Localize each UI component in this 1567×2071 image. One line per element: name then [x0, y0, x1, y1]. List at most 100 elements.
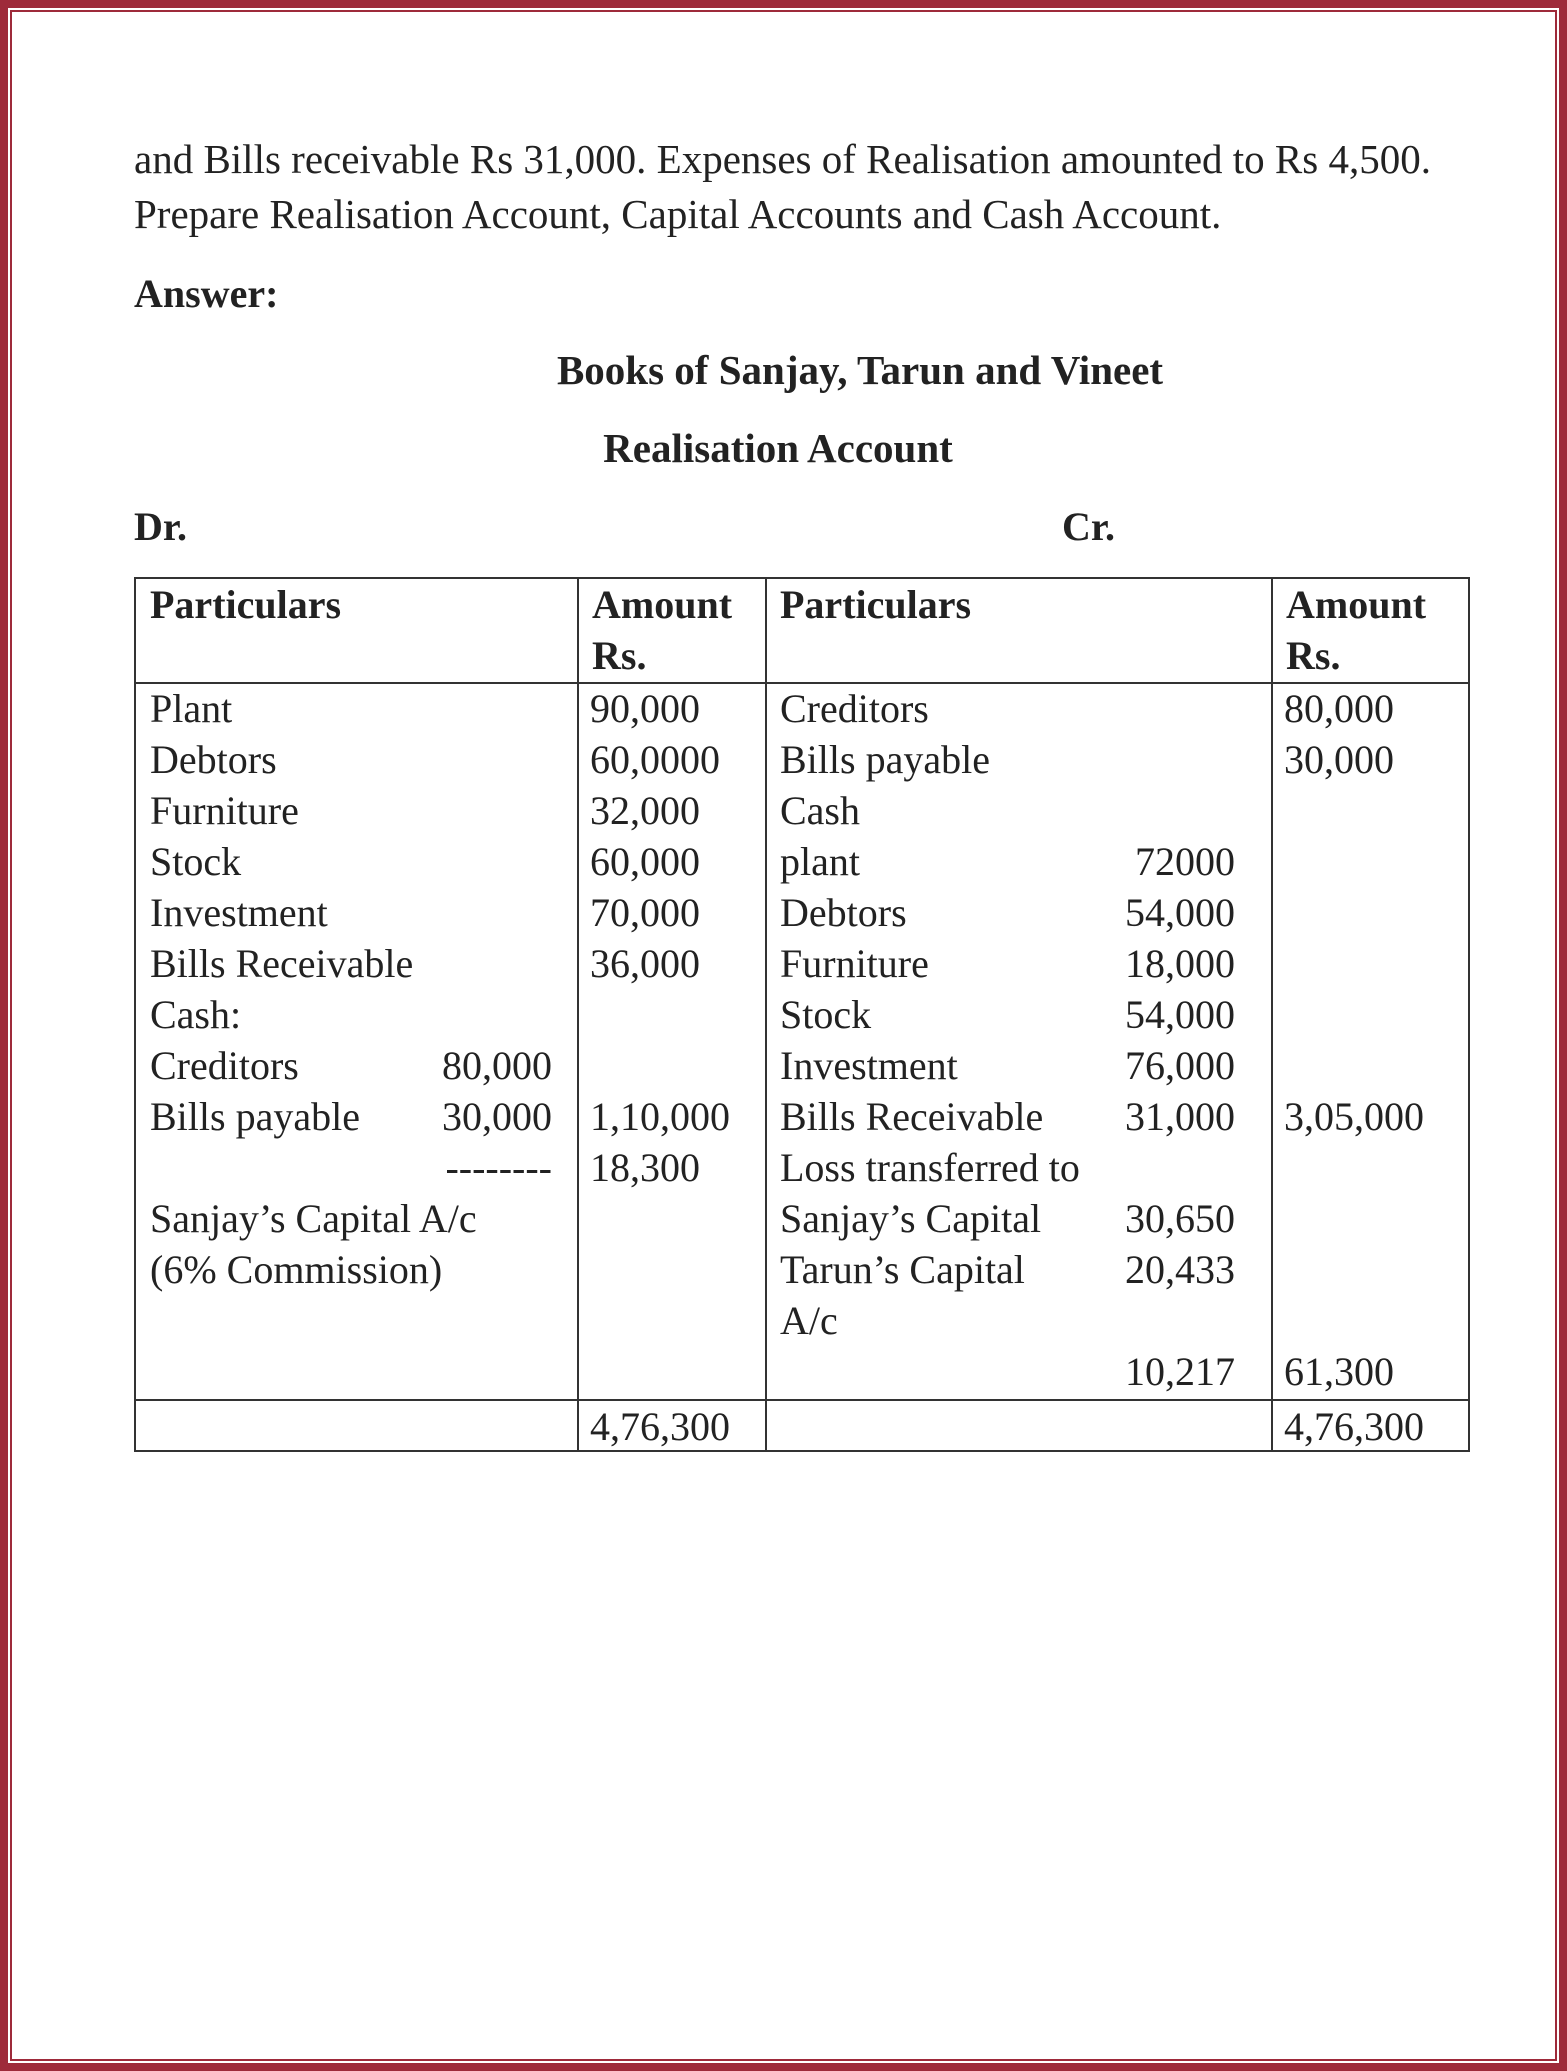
credit-amount-column: 80,000 30,000 3,05,000 61,300: [1284, 683, 1464, 1397]
credit-particular: Bills Receivable: [780, 1094, 1044, 1139]
credit-particular: Creditors: [780, 686, 929, 731]
credit-particular: Tarun’s Capital: [780, 1247, 1025, 1292]
credit-sub-amount: 10,217: [1125, 1349, 1235, 1394]
debit-particulars-column: Plant Debtors Furniture Stock Investment Bill…: [150, 683, 570, 1397]
debit-row: Creditors 80,000: [150, 1040, 570, 1091]
debit-row: Investment: [150, 887, 570, 938]
debit-particular: Plant: [150, 686, 233, 731]
debit-amount: 36,000: [590, 941, 700, 986]
debit-particular: Debtors: [150, 737, 277, 782]
debit-amount: [590, 1040, 760, 1091]
debit-amount: [590, 1193, 760, 1244]
credit-particular: Debtors: [780, 890, 907, 935]
debit-row: --------: [150, 1142, 570, 1193]
realisation-account-table: Particulars Amount Rs. Particulars Amoun…: [134, 577, 1470, 1452]
credit-particular: Cash: [780, 788, 860, 833]
credit-sub-amount: 72000: [1135, 839, 1235, 884]
dr-label: Dr.: [134, 504, 187, 549]
credit-row: Cash: [780, 785, 1265, 836]
credit-row: 10,217: [780, 1346, 1265, 1397]
cr-label: Cr.: [1062, 504, 1115, 549]
question-text: and Bills receivable Rs 31,000. Expenses…: [134, 136, 1431, 237]
debit-row: Furniture: [150, 785, 570, 836]
debit-amount: [590, 989, 760, 1040]
credit-amount: [1284, 836, 1464, 887]
header-debit-particulars: Particulars: [150, 582, 342, 627]
debit-particular: Furniture: [150, 788, 299, 833]
debit-particular: (6% Commission): [150, 1247, 443, 1292]
credit-particular: Loss transferred to: [780, 1145, 1080, 1190]
total-divider: [136, 1399, 1468, 1401]
column-divider: [577, 579, 579, 1450]
debit-amount: 60,000: [590, 839, 700, 884]
debit-row: [150, 1295, 570, 1346]
debit-row: Stock: [150, 836, 570, 887]
credit-amount: 80,000: [1284, 686, 1394, 731]
credit-row: Creditors: [780, 683, 1265, 734]
debit-amount: [590, 1295, 760, 1346]
debit-row: Bills Receivable: [150, 938, 570, 989]
debit-amount: 18,300: [590, 1145, 700, 1190]
credit-particular: plant: [780, 839, 860, 884]
column-divider: [1271, 579, 1273, 1450]
debit-amount: [590, 1346, 760, 1397]
header-credit-particulars: Particulars: [780, 582, 972, 627]
credit-amount: [1284, 785, 1464, 836]
credit-sub-amount: 76,000: [1125, 1043, 1235, 1088]
credit-amount: [1284, 1142, 1464, 1193]
debit-amount: 70,000: [590, 890, 700, 935]
debit-row: Plant: [150, 683, 570, 734]
debit-particular: Bills payable: [150, 1094, 360, 1139]
credit-row: Stock 54,000: [780, 989, 1265, 1040]
page-inner-border: [10, 10, 1557, 2061]
credit-sub-amount: 31,000: [1125, 1094, 1235, 1139]
credit-amount: 61,300: [1284, 1349, 1394, 1394]
debit-row: Sanjay’s Capital A/c: [150, 1193, 570, 1244]
credit-row: plant 72000: [780, 836, 1265, 887]
credit-row: Furniture 18,000: [780, 938, 1265, 989]
credit-amount: 3,05,000: [1284, 1094, 1424, 1139]
debit-particular: Sanjay’s Capital A/c: [150, 1196, 477, 1241]
credit-row: Debtors 54,000: [780, 887, 1265, 938]
debit-row: Bills payable 30,000: [150, 1091, 570, 1142]
credit-row: Loss transferred to: [780, 1142, 1265, 1193]
debit-row: (6% Commission): [150, 1244, 570, 1295]
credit-amount: [1284, 938, 1464, 989]
credit-particular: Stock: [780, 992, 872, 1037]
answer-label: Answer:: [134, 271, 279, 316]
header-amount-text: Amount: [592, 582, 733, 627]
debit-particular: Stock: [150, 839, 242, 884]
debit-row: Cash:: [150, 989, 570, 1040]
debit-particular: Cash:: [150, 992, 242, 1037]
debit-amount: 1,10,000: [590, 1094, 730, 1139]
debit-amount: [590, 1244, 760, 1295]
credit-amount: [1284, 887, 1464, 938]
credit-amount: [1284, 1295, 1464, 1346]
credit-row: Bills Receivable 31,000: [780, 1091, 1265, 1142]
credit-row: Tarun’s Capital 20,433: [780, 1244, 1265, 1295]
account-title: Realisation Account: [603, 425, 953, 471]
debit-sub-amount: 80,000: [442, 1043, 552, 1088]
header-debit-amount: Amount Rs.: [592, 579, 732, 681]
credit-particular: Bills payable: [780, 737, 990, 782]
credit-amount: 30,000: [1284, 737, 1394, 782]
debit-total: 4,76,300: [590, 1404, 730, 1449]
debit-sub-amount: --------: [445, 1145, 552, 1190]
credit-particular: A/c: [780, 1298, 838, 1343]
book-title: Books of Sanjay, Tarun and Vineet: [556, 347, 1164, 393]
credit-particular: Furniture: [780, 941, 929, 986]
credit-sub-amount: 18,000: [1125, 941, 1235, 986]
credit-row: A/c: [780, 1295, 1265, 1346]
credit-sub-amount: 54,000: [1125, 992, 1235, 1037]
header-credit-amount: Amount Rs.: [1286, 579, 1426, 681]
credit-sub-amount: 20,433: [1125, 1247, 1235, 1292]
debit-row: [150, 1346, 570, 1397]
credit-row: Sanjay’s Capital 30,650: [780, 1193, 1265, 1244]
credit-particulars-column: Creditors Bills payable Cash plant 72000 Debt…: [780, 683, 1265, 1397]
credit-total: 4,76,300: [1284, 1404, 1424, 1449]
header-amount-text: Amount: [1286, 582, 1427, 627]
debit-amount: 60,0000: [590, 737, 720, 782]
header-currency-text: Rs.: [1286, 633, 1341, 678]
credit-sub-amount: 54,000: [1125, 890, 1235, 935]
